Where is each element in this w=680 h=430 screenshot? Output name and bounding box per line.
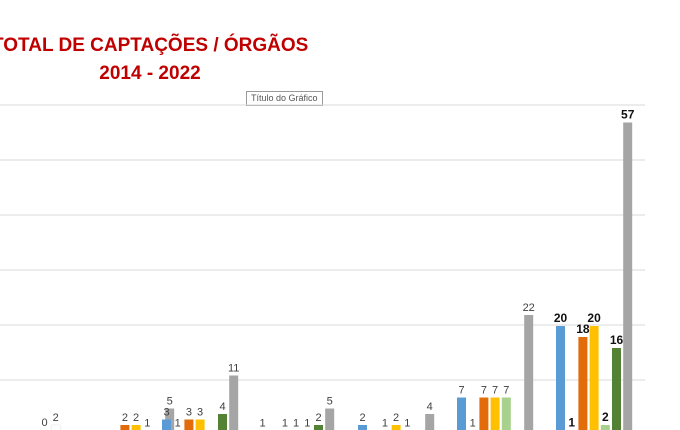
chart-title-line-2: 2014 - 2022 bbox=[99, 63, 201, 84]
data-label: 1 bbox=[382, 418, 388, 430]
data-label: 5 bbox=[327, 396, 333, 408]
bar-series-7[interactable] bbox=[425, 414, 435, 430]
bar-series-7[interactable] bbox=[165, 408, 175, 430]
bar-series-2[interactable] bbox=[50, 424, 61, 430]
data-label: 2 bbox=[602, 410, 609, 424]
data-label: 3 bbox=[186, 407, 192, 419]
data-label: 1 bbox=[470, 418, 476, 430]
data-label: 22 bbox=[523, 302, 535, 314]
bar-series-1[interactable] bbox=[457, 397, 466, 430]
data-label: 16 bbox=[610, 333, 624, 347]
data-label: 7 bbox=[458, 385, 464, 397]
bar-series-3[interactable] bbox=[479, 397, 489, 430]
bar-series-6[interactable] bbox=[612, 348, 621, 430]
bar-series-7[interactable] bbox=[524, 315, 534, 430]
bar-series-4[interactable] bbox=[195, 419, 205, 430]
data-label: 4 bbox=[219, 401, 225, 413]
bar-series-3[interactable] bbox=[120, 425, 130, 430]
data-label: 5 bbox=[167, 396, 173, 408]
bar-series-6[interactable] bbox=[218, 414, 227, 430]
chart-title: TOTAL DE CAPTAÇÕES / ÓRGÃOS 2014 - 2022 bbox=[0, 32, 309, 88]
data-label: 18 bbox=[576, 322, 590, 336]
bar-series-7[interactable] bbox=[229, 375, 239, 430]
data-label: 2 bbox=[359, 412, 365, 424]
bar-series-3[interactable] bbox=[578, 337, 588, 430]
data-label: 1 bbox=[293, 418, 299, 430]
bar-series-4[interactable] bbox=[490, 397, 500, 430]
data-label: 1 bbox=[404, 418, 410, 430]
data-label: 1 bbox=[144, 418, 150, 430]
data-label: 57 bbox=[621, 108, 635, 122]
data-label: 3 bbox=[197, 407, 203, 419]
data-label: 2 bbox=[122, 412, 128, 424]
bar-series-7[interactable] bbox=[325, 408, 335, 430]
data-label: 20 bbox=[554, 311, 568, 325]
data-label: 7 bbox=[481, 385, 487, 397]
data-label: 7 bbox=[503, 385, 509, 397]
data-label: 1 bbox=[282, 418, 288, 430]
bar-series-4[interactable] bbox=[589, 326, 599, 430]
bar-series-5[interactable] bbox=[600, 425, 610, 430]
bar-series-4[interactable] bbox=[131, 425, 141, 430]
bar-series-5[interactable] bbox=[501, 397, 511, 430]
bar-series-1[interactable] bbox=[358, 425, 367, 430]
bar-series-3[interactable] bbox=[184, 419, 194, 430]
data-label: 2 bbox=[315, 412, 321, 424]
bar-series-6[interactable] bbox=[314, 425, 323, 430]
bar-series-1[interactable] bbox=[162, 419, 171, 430]
bar-series-7[interactable] bbox=[623, 122, 633, 430]
data-label: 7 bbox=[492, 385, 498, 397]
data-label: 20 bbox=[587, 311, 601, 325]
data-label: 2 bbox=[393, 412, 399, 424]
data-label: 1 bbox=[259, 418, 265, 430]
data-label: 1 bbox=[568, 416, 575, 430]
data-label: 2 bbox=[53, 412, 59, 424]
data-label: 11 bbox=[228, 363, 239, 375]
bar-series-4[interactable] bbox=[391, 425, 401, 430]
bar-series-1[interactable] bbox=[556, 326, 565, 430]
data-label: 1 bbox=[304, 418, 310, 430]
data-label: 3 bbox=[163, 407, 169, 419]
data-label: 2 bbox=[133, 412, 139, 424]
data-label: 4 bbox=[427, 401, 433, 413]
chart-title-line-1: TOTAL DE CAPTAÇÕES / ÓRGÃOS bbox=[0, 35, 309, 56]
data-label: 1 bbox=[175, 418, 181, 430]
data-label: 0 bbox=[41, 417, 47, 429]
